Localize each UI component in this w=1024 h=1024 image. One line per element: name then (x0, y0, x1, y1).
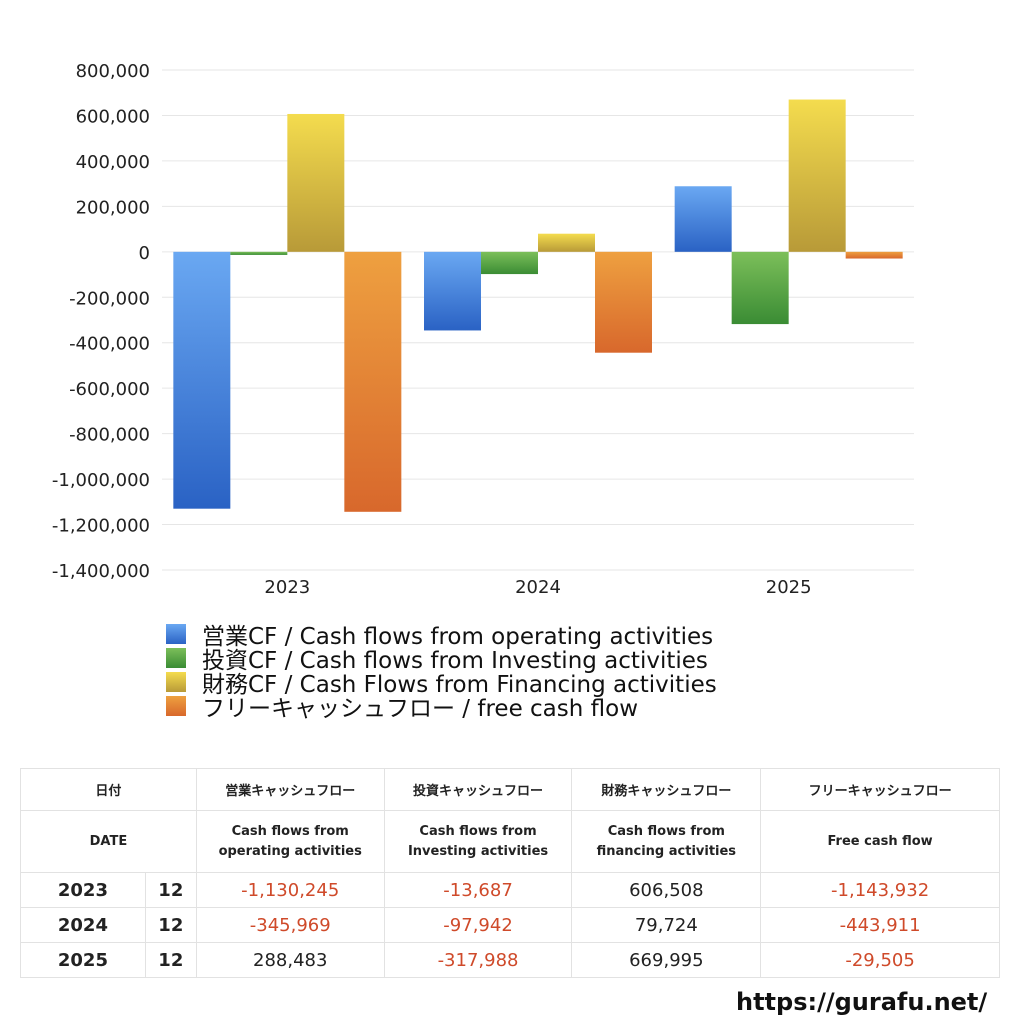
cash-flow-table: 日付 営業キャッシュフロー 投資キャッシュフロー 財務キャッシュフロー フリーキ… (20, 768, 1000, 978)
header-free-cash-flow-jp: フリーキャッシュフロー (760, 768, 1000, 811)
bar (595, 251, 652, 353)
legend-item-free-cash-flow: フリーキャッシュフロー / free cash flow (166, 694, 717, 722)
row-financing-value: 606,508 (571, 872, 762, 908)
header-investing-en-line1: Cash flows from (419, 823, 537, 839)
header-operating-en-line1: Cash flows from (231, 823, 349, 839)
row-financing-value: 669,995 (571, 942, 762, 978)
header-financing-en-line1: Cash flows from (607, 823, 725, 839)
y-tick-label: 600,000 (76, 106, 150, 127)
header-investing-jp: 投資キャッシュフロー (383, 768, 573, 811)
x-tick-label: 2023 (264, 577, 310, 598)
bar (344, 251, 402, 512)
row-year: 2024 (20, 907, 146, 943)
y-tick-label: -1,400,000 (52, 561, 150, 582)
legend-item-investing: 投資CF / Cash flows from Investing activit… (166, 646, 717, 674)
header-free-cash-flow-en: Free cash flow (760, 810, 1000, 873)
y-tick-label: -1,200,000 (52, 516, 150, 537)
bar (173, 251, 231, 509)
bar (424, 251, 481, 331)
row-investing-value: -317,988 (383, 942, 573, 978)
row-year: 2025 (20, 942, 146, 978)
bar (481, 251, 538, 275)
table-header-row-en: DATE Cash flows from operating activities… (20, 810, 1000, 873)
header-financing-en-line2: financing activities (596, 843, 737, 859)
site-url[interactable]: https://gurafu.net/ (736, 988, 988, 1016)
row-operating-value: 288,483 (195, 942, 385, 978)
y-tick-label: 200,000 (76, 197, 150, 218)
table-row: 2023 12 -1,130,245 -13,687 606,508 -1,14… (20, 872, 1000, 908)
bar (788, 99, 846, 252)
table-header-row-jp: 日付 営業キャッシュフロー 投資キャッシュフロー 財務キャッシュフロー フリーキ… (20, 768, 1000, 811)
bar (230, 251, 288, 255)
header-operating-jp: 営業キャッシュフロー (195, 768, 385, 811)
y-tick-label: -800,000 (69, 425, 150, 446)
header-operating-en: Cash flows from operating activities (195, 810, 385, 873)
header-date-en: DATE (20, 810, 197, 873)
bar (538, 233, 595, 252)
y-tick-label: -600,000 (69, 379, 150, 400)
legend-label-financing: 財務CF / Cash Flows from Financing activit… (202, 672, 717, 698)
legend-swatch-investing (166, 648, 186, 668)
bar (731, 251, 789, 325)
row-month: 12 (144, 942, 197, 978)
bar (287, 113, 345, 252)
y-tick-label: 0 (139, 243, 150, 264)
legend-swatch-operating (166, 624, 186, 644)
row-month: 12 (144, 907, 197, 943)
row-year: 2023 (20, 872, 146, 908)
legend-swatch-financing (166, 672, 186, 692)
row-operating-value: -1,130,245 (195, 872, 385, 908)
cash-flow-bar-chart: 800,000 600,000 400,000 200,000 0 -200,000 -40… (52, 61, 914, 598)
chart-legend: 営業CF / Cash flows from operating activit… (166, 622, 717, 722)
y-tick-label: 400,000 (76, 152, 150, 173)
row-operating-value: -345,969 (195, 907, 385, 943)
table-row: 2024 12 -345,969 -97,942 79,724 -443,911 (20, 907, 1000, 943)
header-investing-en: Cash flows from Investing activities (383, 810, 573, 873)
table-row: 2025 12 288,483 -317,988 669,995 -29,505 (20, 942, 1000, 978)
row-free-cash-flow-value: -1,143,932 (760, 872, 1000, 908)
bar (845, 251, 903, 259)
header-financing-en: Cash flows from financing activities (571, 810, 762, 873)
header-operating-en-line2: operating activities (218, 843, 362, 859)
row-month: 12 (144, 872, 197, 908)
row-free-cash-flow-value: -443,911 (760, 907, 1000, 943)
y-tick-label: 800,000 (76, 61, 150, 82)
legend-item-operating: 営業CF / Cash flows from operating activit… (166, 622, 717, 650)
y-tick-label: -200,000 (69, 288, 150, 309)
legend-label-investing: 投資CF / Cash flows from Investing activit… (202, 648, 708, 674)
row-investing-value: -13,687 (383, 872, 573, 908)
y-tick-label: -400,000 (69, 334, 150, 355)
legend-swatch-free-cash-flow (166, 696, 186, 716)
row-free-cash-flow-value: -29,505 (760, 942, 1000, 978)
legend-label-operating: 営業CF / Cash flows from operating activit… (202, 624, 714, 650)
x-tick-label: 2025 (766, 577, 812, 598)
header-investing-en-line2: Investing activities (407, 843, 549, 859)
header-date-jp: 日付 (20, 768, 197, 811)
legend-label-free-cash-flow: フリーキャッシュフロー / free cash flow (202, 696, 639, 722)
row-financing-value: 79,724 (571, 907, 762, 943)
x-tick-label: 2024 (515, 577, 561, 598)
legend-item-financing: 財務CF / Cash Flows from Financing activit… (166, 670, 717, 698)
row-investing-value: -97,942 (383, 907, 573, 943)
header-financing-jp: 財務キャッシュフロー (571, 768, 762, 811)
bar (674, 186, 732, 252)
y-tick-label: -1,000,000 (52, 470, 150, 491)
